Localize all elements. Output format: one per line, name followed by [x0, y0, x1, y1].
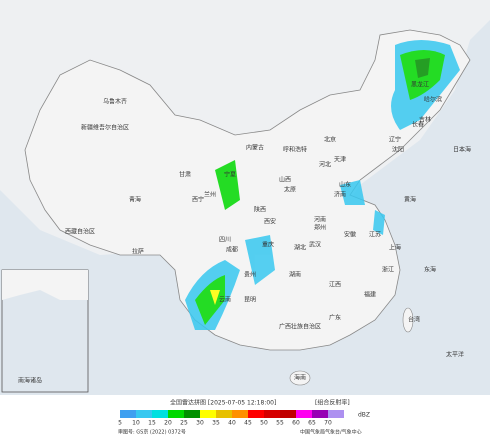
place-label: 台湾: [408, 316, 420, 324]
approval-number: 审图号: GS京 (2022) 0372号: [118, 429, 186, 436]
place-label: 东海: [424, 266, 436, 274]
place-label: 湖北: [294, 244, 306, 252]
hainan: [289, 370, 311, 386]
inset-south-sea: [1, 269, 89, 393]
place-label: 甘肃: [179, 171, 191, 179]
legend-color: [232, 410, 248, 418]
legend-color: [120, 410, 136, 418]
legend-value: 60: [292, 420, 300, 427]
place-label: 日本海: [453, 146, 471, 154]
agency: 中国气象局气象台/气象中心: [300, 429, 362, 436]
legend-color: [312, 410, 328, 418]
legend-color: [280, 410, 296, 418]
place-label: 太平洋: [446, 351, 464, 359]
place-label: 吉林: [419, 116, 431, 124]
legend-product: [组合反射率]: [315, 399, 350, 407]
place-label: 西宁: [192, 196, 204, 204]
legend-value: 45: [244, 420, 252, 427]
legend-color: [168, 410, 184, 418]
place-label: 四川: [219, 237, 231, 244]
place-label: 广东: [329, 314, 341, 322]
place-label: 兰州: [204, 191, 216, 199]
legend-value: 65: [308, 420, 316, 427]
legend-color: [152, 410, 168, 418]
legend-value: 40: [228, 420, 236, 427]
legend-value: 30: [196, 420, 204, 427]
place-label: 西藏自治区: [65, 228, 95, 236]
place-label: 湖南: [289, 271, 301, 279]
radar-echo: [185, 40, 460, 330]
place-label: 海南: [294, 374, 306, 382]
place-label: 黑龙江: [411, 81, 429, 89]
place-label: 辽宁: [389, 136, 401, 144]
place-label: 江苏: [369, 231, 381, 239]
legend-value: 55: [276, 420, 284, 427]
place-label: 江西: [329, 282, 341, 289]
place-label: 广西壮族自治区: [279, 323, 321, 331]
place-label: 北京: [324, 136, 336, 144]
place-label: 昆明: [244, 297, 256, 304]
legend-color: [200, 410, 216, 418]
place-label: 浙江: [382, 266, 394, 274]
legend-unit: dBZ: [358, 412, 370, 419]
place-label: 河北: [319, 161, 331, 169]
place-label: 黄海: [404, 196, 416, 204]
place-label: 呼和浩特: [283, 146, 307, 154]
place-label: 拉萨: [132, 248, 144, 256]
place-label: 上海: [389, 244, 401, 252]
legend-color: [264, 410, 280, 418]
place-label: 乌鲁木齐: [103, 98, 127, 106]
place-label: 重庆: [262, 241, 274, 249]
place-label: 内蒙古: [246, 144, 264, 152]
legend-value: 70: [324, 420, 332, 427]
legend-color: [328, 410, 344, 418]
place-label: 山西: [279, 176, 291, 184]
place-label: 南海诸岛: [18, 377, 42, 385]
taiwan: [402, 307, 414, 333]
place-label: 青海: [129, 196, 141, 204]
legend-value: 15: [148, 420, 156, 427]
place-label: 安徽: [344, 231, 356, 239]
legend-color: [296, 410, 312, 418]
place-label: 武汉: [309, 241, 321, 249]
place-label: 哈尔滨: [424, 96, 442, 104]
place-label: 宁夏: [224, 171, 236, 179]
legend-value: 25: [180, 420, 188, 427]
place-label: 新疆维吾尔自治区: [81, 124, 129, 132]
legend-scale: 5 10 15 20 25 30 35 40 45 50 55 60 65 70: [118, 410, 344, 427]
place-label: 太原: [284, 186, 296, 194]
legend-value: 50: [260, 420, 268, 427]
place-label: 陕西: [254, 206, 266, 214]
place-label: 郑州: [314, 224, 326, 232]
legend-color: [248, 410, 264, 418]
place-label: 贵州: [244, 271, 256, 279]
legend-value: 35: [212, 420, 220, 427]
place-label: 长春: [412, 121, 424, 129]
legend-title: 全国雷达拼图 [2025-07-05 12:18:00]: [170, 399, 276, 407]
place-label: 沈阳: [392, 146, 404, 154]
legend-value: 10: [132, 420, 140, 427]
place-label: 河南: [314, 216, 326, 224]
place-label: 山东: [339, 181, 351, 189]
place-label: 天津: [334, 157, 346, 164]
place-label: 成都: [226, 246, 238, 254]
place-label: 云南: [219, 296, 231, 304]
place-label: 西安: [264, 218, 276, 226]
place-label: 福建: [364, 291, 376, 299]
place-label: 济南: [334, 191, 346, 199]
legend-color: [136, 410, 152, 418]
legend-color: [184, 410, 200, 418]
legend-color: [216, 410, 232, 418]
legend-value: 5: [118, 420, 122, 427]
legend-value: 20: [164, 420, 172, 427]
